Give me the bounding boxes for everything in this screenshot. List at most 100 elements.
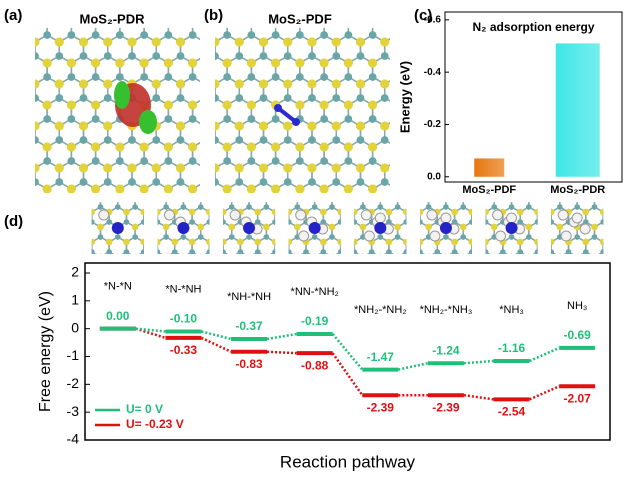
atom-s — [211, 206, 220, 215]
atom-mo — [574, 234, 580, 240]
atom-mo — [80, 204, 85, 209]
atom-s — [271, 142, 281, 152]
atom-mo — [201, 52, 209, 60]
atom-s — [198, 185, 207, 194]
atom-s — [198, 59, 207, 68]
atom-mo — [43, 115, 51, 123]
atom-mo — [583, 249, 589, 254]
atom-s — [380, 0, 389, 4]
atom-mo — [7, 94, 15, 102]
atom-s — [283, 0, 292, 4]
atom-s — [246, 194, 252, 200]
atom-s — [229, 194, 235, 200]
atom-s — [127, 37, 137, 47]
atom-mo — [421, 189, 426, 194]
atom-s — [230, 253, 233, 254]
panel-label: (c) — [414, 7, 432, 24]
atom-s — [500, 269, 506, 275]
atom-s — [474, 224, 480, 230]
atom-s — [164, 17, 173, 26]
atom-s — [294, 223, 301, 231]
atom-s — [234, 79, 244, 89]
atom-s — [176, 0, 185, 4]
atom-s — [182, 253, 185, 254]
h-atom — [557, 209, 569, 221]
hex — [328, 252, 345, 272]
atom-s — [396, 253, 399, 254]
atom-s — [380, 79, 390, 89]
atom-mo — [150, 204, 155, 209]
atom-s — [174, 185, 183, 194]
atom-s — [79, 206, 88, 215]
atom-s — [346, 224, 352, 230]
atom-mo — [157, 219, 161, 225]
charge-green — [139, 110, 157, 134]
atom-mo — [19, 157, 27, 165]
atom-mo — [91, 249, 95, 254]
atom-mo — [163, 204, 169, 210]
atom-mo — [425, 204, 432, 210]
atom-s — [80, 224, 86, 230]
atom-s — [268, 179, 274, 185]
atom-s — [337, 238, 341, 246]
atom-mo — [347, 264, 352, 269]
atom-mo — [277, 234, 282, 239]
atom-s — [294, 194, 300, 200]
atom-mo — [207, 189, 212, 194]
atom-s — [55, 0, 64, 4]
hex — [223, 251, 229, 254]
hex — [534, 177, 551, 197]
atom-mo — [526, 264, 531, 269]
atom-mo — [508, 204, 515, 210]
atom-s — [6, 164, 15, 173]
atom-mo — [295, 264, 300, 269]
atom-mo — [163, 264, 168, 269]
atom-mo — [199, 31, 207, 39]
atom-s — [272, 269, 278, 275]
atom-mo — [189, 219, 195, 225]
atom-s — [105, 238, 113, 246]
atom-s — [188, 17, 197, 26]
atom-mo — [215, 264, 220, 269]
atom-mo — [618, 249, 623, 254]
atom-mo — [152, 10, 160, 18]
atom-s — [186, 80, 195, 89]
atom-s — [230, 253, 233, 254]
atom-mo — [296, 31, 304, 39]
atom-s — [593, 253, 596, 254]
atom-s — [342, 254, 348, 260]
lattice — [419, 202, 472, 269]
atom-s — [444, 253, 448, 254]
atom-s — [342, 194, 348, 200]
atom-mo — [235, 10, 243, 18]
atom-mo — [7, 52, 15, 60]
n-atom — [374, 222, 387, 234]
atom-mo — [461, 264, 466, 269]
panel-label: (d) — [4, 213, 23, 230]
atom-s — [271, 208, 276, 216]
atom-mo — [557, 264, 562, 269]
atom-mo — [526, 264, 531, 269]
atom-mo — [55, 52, 64, 60]
atom-s — [188, 184, 198, 193]
atom-s — [6, 0, 15, 4]
atom-s — [200, 38, 209, 47]
atom-mo — [357, 10, 365, 18]
atom-s — [200, 122, 209, 131]
atom-s — [140, 238, 144, 246]
atom-s — [379, 253, 382, 254]
atom-s — [80, 254, 86, 260]
atom-s — [599, 208, 604, 216]
atom-s — [556, 223, 564, 231]
atom-s — [186, 164, 195, 173]
atom-mo — [277, 234, 282, 239]
atom-mo — [181, 264, 186, 269]
atom-mo — [405, 52, 413, 60]
atom-s — [127, 163, 137, 173]
atom-mo — [55, 136, 64, 144]
atom-mo — [263, 204, 270, 210]
atom-mo — [246, 174, 251, 179]
y-axis-label: Energy (eV) — [397, 61, 412, 133]
atom-s — [558, 253, 561, 254]
connector — [398, 361, 429, 371]
